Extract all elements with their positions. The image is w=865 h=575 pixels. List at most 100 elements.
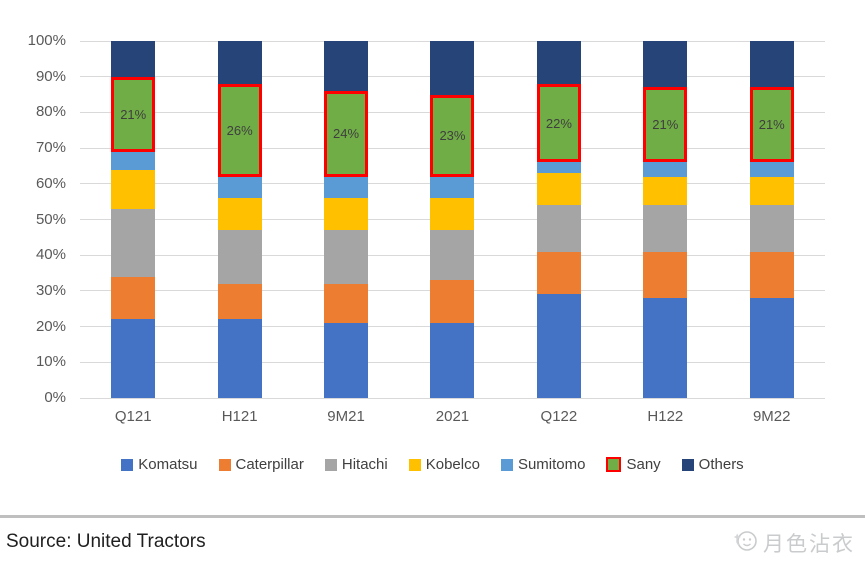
legend-marker-icon <box>500 458 513 471</box>
x-axis-label-q121: Q121 <box>114 408 152 425</box>
watermark: 月色沾衣 <box>732 527 855 558</box>
y-axis-tick-label: 50% <box>35 210 66 228</box>
bar-segment-others <box>536 41 581 84</box>
bar-segment-komatsu <box>430 323 475 398</box>
bar-segment-kobelco <box>217 198 262 231</box>
y-axis-tick-label: 60% <box>35 174 66 192</box>
bar-segment-sany: 26% <box>217 83 262 177</box>
bar-segment-kobelco <box>749 176 794 206</box>
bars-container: 21% 26% 24% 23% 22% 21% 21% <box>80 41 825 398</box>
stacked-bar-h122: 21% <box>643 41 688 398</box>
bar-segment-caterpillar <box>430 280 475 324</box>
x-axis-label-2021: 2021 <box>435 408 470 425</box>
bar-segment-others <box>217 41 262 84</box>
bar-segment-others <box>643 41 688 88</box>
stacked-bar-2021: 23% <box>430 41 475 398</box>
legend-label: Others <box>698 456 744 473</box>
bar-segment-others <box>430 41 475 95</box>
stacked-bar-9m22: 21% <box>749 41 794 398</box>
bar-segment-caterpillar <box>536 251 581 295</box>
x-axis-label-h121: H121 <box>221 408 258 425</box>
legend-item-caterpillar: Caterpillar <box>218 456 304 473</box>
stacked-bar-q121: 21% <box>111 41 156 398</box>
bar-segment-sumitomo <box>111 151 156 170</box>
bar-segment-komatsu <box>324 323 369 398</box>
legend-marker-icon <box>681 458 694 471</box>
x-axis-label-9m21: 9M21 <box>327 408 365 425</box>
stacked-bar-9m21: 24% <box>324 41 369 398</box>
bar-segment-sumitomo <box>217 176 262 199</box>
y-axis-tick-label: 0% <box>44 389 66 406</box>
bar-segment-sany: 21% <box>111 76 156 152</box>
data-label-sany: 23% <box>439 128 466 144</box>
bar-segment-hitachi <box>111 208 156 277</box>
legend-label: Hitachi <box>341 456 388 473</box>
category-slot-q121: 21% <box>80 41 186 398</box>
y-axis-tick-label: 20% <box>35 317 66 335</box>
plot-area: 100% 90% 80% 70% 60% 50% 40% 30% 20% 10% 0% 21% 26% 2… <box>28 32 825 406</box>
data-label-sany: 21% <box>652 117 679 133</box>
legend-item-sany: Sany <box>606 456 661 473</box>
legend-marker-icon <box>324 458 337 471</box>
bar-segment-kobelco <box>536 173 581 206</box>
legend-item-komatsu: Komatsu <box>121 456 198 473</box>
gridline <box>80 40 825 42</box>
bar-segment-caterpillar <box>111 276 156 320</box>
footer-divider <box>0 515 865 518</box>
bar-segment-others <box>749 41 794 88</box>
legend-item-others: Others <box>681 456 744 473</box>
legend-marker-icon <box>218 458 231 471</box>
y-axis-tick-label: 70% <box>35 139 66 157</box>
legend-item-kobelco: Kobelco <box>408 456 480 473</box>
legend-label: Sumitomo <box>517 456 586 473</box>
stacked-bar-h121: 26% <box>217 41 262 398</box>
bar-segment-kobelco <box>430 198 475 231</box>
bar-segment-sany: 21% <box>749 87 794 163</box>
watermark-text: 月色沾衣 <box>763 532 855 556</box>
data-label-sany: 26% <box>226 122 253 138</box>
y-axis-tick-label: 80% <box>35 103 66 121</box>
bar-segment-sany: 22% <box>536 83 581 163</box>
category-slot-q122: 22% <box>506 41 612 398</box>
bar-segment-hitachi <box>324 230 369 284</box>
category-slot-h122: 21% <box>612 41 718 398</box>
bar-segment-sany: 24% <box>324 91 369 177</box>
x-axis-label-h122: H122 <box>647 408 684 425</box>
bar-segment-hitachi <box>749 205 794 252</box>
category-slot-9m21: 24% <box>293 41 399 398</box>
legend-marker-icon <box>121 458 134 471</box>
bar-segment-caterpillar <box>749 251 794 299</box>
bar-segment-kobelco <box>643 176 688 206</box>
x-axis-label-q122: Q122 <box>540 408 578 425</box>
bar-segment-sumitomo <box>643 162 688 177</box>
bar-segment-hitachi <box>643 205 688 252</box>
bar-segment-komatsu <box>643 298 688 398</box>
data-label-sany: 21% <box>758 117 785 133</box>
bar-segment-caterpillar <box>217 283 262 320</box>
category-slot-2021: 23% <box>399 41 505 398</box>
bar-segment-komatsu <box>536 294 581 398</box>
legend-label: Sany <box>626 456 661 473</box>
bar-segment-others <box>324 41 369 92</box>
y-axis-tick-label: 10% <box>35 353 66 371</box>
bar-segment-hitachi <box>536 205 581 252</box>
bar-segment-sumitomo <box>430 176 475 199</box>
legend-label: Caterpillar <box>235 456 304 473</box>
bar-segment-komatsu <box>111 319 156 398</box>
chart-legend: Komatsu Caterpillar Hitachi Kobelco Sumitomo… <box>0 456 865 473</box>
legend-label: Komatsu <box>138 456 198 473</box>
bar-segment-others <box>111 41 156 77</box>
bar-segment-caterpillar <box>324 283 369 324</box>
x-axis-label-9m22: 9M22 <box>752 408 791 425</box>
legend-marker-icon <box>606 457 622 472</box>
y-axis-tick-label: 30% <box>35 281 66 299</box>
x-axis-labels: Q121 H121 9M21 2021 Q122 H122 9M22 <box>80 408 825 425</box>
watermark-moon-face-icon <box>732 527 758 558</box>
bar-segment-sumitomo <box>749 162 794 177</box>
bar-segment-kobelco <box>324 198 369 231</box>
data-label-sany: 24% <box>333 126 360 142</box>
bar-segment-caterpillar <box>643 251 688 299</box>
data-label-sany: 21% <box>120 106 147 122</box>
legend-marker-icon <box>408 458 421 471</box>
